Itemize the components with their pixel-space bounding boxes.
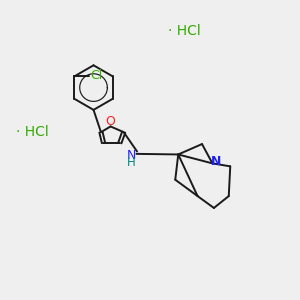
- Text: · HCl: · HCl: [16, 125, 49, 139]
- Text: N: N: [211, 155, 221, 168]
- Text: H: H: [127, 156, 136, 169]
- Text: N: N: [126, 149, 136, 162]
- Text: O: O: [106, 115, 116, 128]
- Text: Cl: Cl: [91, 69, 103, 82]
- Text: · HCl: · HCl: [168, 24, 201, 38]
